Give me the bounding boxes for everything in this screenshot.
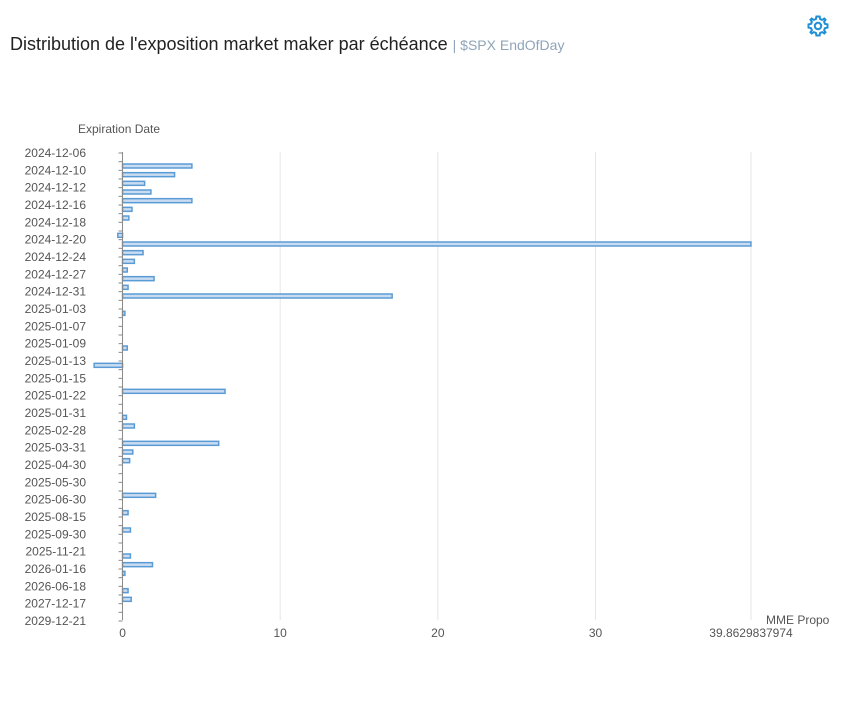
bar [121,423,136,429]
bar [121,249,144,256]
bar [121,171,176,178]
x-tick-label: 0 [119,626,126,640]
y-tick-label: 2026-01-16 [25,562,87,576]
y-tick-label: 2025-04-30 [25,458,87,472]
x-axis-title: MME Propo [766,613,830,627]
bar [121,293,393,299]
x-tick-label: 30 [589,626,603,640]
y-tick-label: 2024-12-12 [25,181,87,195]
y-tick-label: 2024-12-24 [25,250,87,264]
grid-lines [279,152,752,620]
y-tick-label: 2025-01-13 [25,354,87,368]
bar [121,258,136,265]
y-tick-label: 2025-03-31 [25,441,87,455]
bar [93,362,124,369]
bar [121,189,152,195]
bar [121,527,132,533]
bar [121,587,129,594]
bar [121,449,134,455]
y-tick-label: 2025-02-28 [25,423,87,437]
bar [121,492,157,499]
y-tick-label: 2024-12-10 [25,163,87,177]
bar [117,232,124,239]
bar [121,267,129,273]
x-tick-label: 20 [431,626,445,640]
bar [121,163,193,169]
y-tick-label: 2024-12-31 [25,285,87,299]
y-tick-label: 2025-01-03 [25,302,87,316]
bar [121,414,128,421]
y-tick-label: 2024-12-16 [25,198,87,212]
bar [121,440,220,447]
y-tick-label: 2025-06-30 [25,493,87,507]
chart-title: Distribution de l'exposition market make… [10,34,448,54]
axes: 0 10 20 30 39.8629837974 2024-12-06 2024-12-10… [25,146,793,640]
y-tick-label: 2025-01-15 [25,371,87,385]
y-tick-label: 2026-06-18 [25,579,87,593]
bar [121,561,154,568]
x-tick-label: 39.8629837974 [709,626,793,640]
y-tick-label: 2025-05-30 [25,475,87,489]
gear-icon[interactable] [806,14,830,38]
bar [121,509,129,516]
bar [121,345,129,351]
y-tick-label: 2025-08-15 [25,510,87,524]
y-tick-label: 2024-12-20 [25,233,87,247]
y-axis-title: Expiration Date [78,122,160,136]
chart-subtitle: | $SPX EndOfDay [452,37,565,53]
y-tick-label: 2025-01-09 [25,337,87,351]
bar [121,197,193,204]
chart-header: Distribution de l'exposition market make… [10,34,564,55]
bar [121,388,226,395]
bar [121,457,131,464]
bar [121,180,146,187]
y-tick-label: 2025-01-07 [25,319,87,333]
bar [121,215,130,221]
bar [121,596,132,603]
y-tick-label: 2024-12-18 [25,215,87,229]
y-tick-label: 2027-12-17 [25,597,87,611]
y-tick-label: 2025-09-30 [25,527,87,541]
bar [121,241,752,247]
y-tick-label: 2025-01-22 [25,389,87,403]
bar [121,284,129,291]
bar [121,553,132,559]
bars [93,163,752,603]
y-tick-label: 2025-01-31 [25,406,87,420]
y-tick-label: 2025-11-21 [26,545,87,559]
y-tick-label: 2024-12-27 [25,267,87,281]
bar [121,206,133,213]
bar [121,275,155,282]
y-tick-label: 2029-12-21 [25,614,87,628]
x-tick-label: 10 [274,626,288,640]
y-tick-label: 2024-12-06 [25,146,87,160]
